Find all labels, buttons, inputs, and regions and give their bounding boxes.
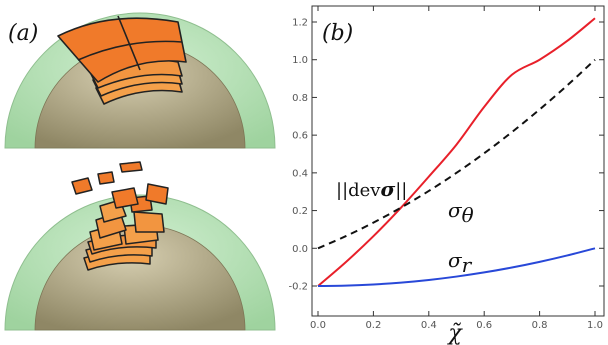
- x-tick-label-2: 0.4: [421, 320, 437, 331]
- plot-frame: [311, 5, 605, 317]
- dev-sigma-annotation: ||devσ||: [336, 177, 407, 201]
- series-line-1: [317, 247, 596, 287]
- x-tick-label-1: 0.2: [365, 320, 381, 331]
- y-tick-label-0: -0.2: [288, 282, 308, 293]
- patch-stack-top: [57, 15, 187, 105]
- y-tick-label-3: 0.4: [292, 168, 308, 179]
- panel-a-top-illustration: [4, 12, 276, 149]
- panel-a-label: (a): [8, 21, 38, 46]
- series-layer: [317, 17, 596, 287]
- series-line-0: [317, 17, 596, 287]
- panel-b-chart: -0.20.00.20.40.60.81.01.2 0.0 0.2 0.4 0.6 0.…: [288, 5, 605, 331]
- series-line-2: [317, 58, 596, 250]
- y-tick-label-6: 1.0: [292, 55, 308, 66]
- y-axis-ticks: -0.2 0.0 0.2 0.4 0.6 0.8 1.0 1.2: [288, 18, 604, 293]
- panel-b-label: (b): [322, 21, 353, 46]
- x-axis-label: χ̃: [446, 321, 463, 345]
- y-tick-label-4: 0.6: [292, 131, 308, 142]
- x-tick-label-3: 0.6: [476, 320, 492, 331]
- sigma-theta-annotation: σθ: [448, 198, 474, 227]
- y-tick-label-1: 0.0: [292, 244, 308, 255]
- y-tick-label-2: 0.2: [292, 206, 308, 217]
- x-tick-label-5: 1.0: [587, 320, 603, 331]
- panel-a-bottom-illustration: [4, 161, 276, 331]
- x-axis-ticks: 0.0 0.2 0.4 0.6 0.8 1.0: [310, 6, 603, 331]
- y-tick-label-5: 0.8: [292, 93, 308, 104]
- y-tick-label-7: 1.2: [292, 18, 308, 29]
- x-tick-label-4: 0.8: [532, 320, 548, 331]
- x-tick-label-0: 0.0: [310, 320, 326, 331]
- sigma-r-annotation: σr: [448, 248, 473, 277]
- patch-cluster-bottom: [71, 161, 169, 271]
